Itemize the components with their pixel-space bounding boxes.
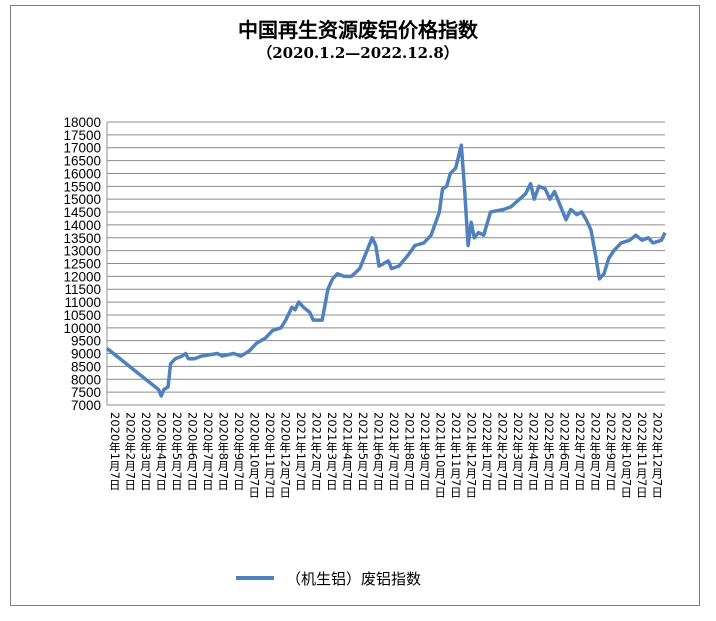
y-tick-label: 13000	[63, 244, 101, 259]
x-tick-label: 2022年7月7日	[572, 412, 587, 491]
x-tick-label: 2020年8月7日	[216, 412, 231, 491]
legend-line-swatch	[236, 576, 274, 580]
x-tick-label: 2022年1月7日	[479, 412, 494, 491]
x-tick-label: 2021年8月7日	[402, 412, 417, 491]
x-tick-label: 2021年5月7日	[355, 412, 370, 491]
x-tick-label: 2020年2月7日	[123, 412, 138, 491]
x-tick-label: 2020年11月7日	[262, 412, 277, 498]
y-tick-label: 9500	[71, 334, 101, 349]
y-tick-label: 14000	[63, 218, 101, 233]
x-tick-label: 2021年1月7日	[293, 412, 308, 491]
x-tick-label: 2021年6月7日	[371, 412, 386, 491]
x-tick-label: 2022年10月7日	[619, 412, 634, 498]
y-tick-label: 13500	[63, 231, 101, 246]
x-tick-label: 2021年10月7日	[433, 412, 448, 498]
chart-title: 中国再生资源废铝价格指数	[238, 18, 478, 42]
chart-subtitle: （2020.1.2—2022.12.8）	[257, 44, 459, 62]
x-tick-label: 2022年6月7日	[557, 412, 572, 491]
y-tick-label: 12000	[63, 269, 101, 284]
x-tick-label: 2020年12月7日	[278, 412, 293, 498]
x-tick-label: 2021年2月7日	[309, 412, 324, 491]
y-tick-label: 15500	[63, 179, 101, 194]
y-tick-label: 9000	[71, 347, 101, 362]
legend: （机生铝）废铝指数	[236, 566, 421, 590]
x-tick-label: 2021年7月7日	[386, 412, 401, 491]
y-tick-label: 17000	[63, 141, 101, 156]
x-tick-label: 2020年10月7日	[247, 412, 262, 498]
y-tick-label: 16500	[63, 154, 101, 169]
y-tick-label: 10000	[63, 321, 101, 336]
y-tick-label: 15000	[63, 192, 101, 207]
y-tick-label: 16000	[63, 166, 101, 181]
x-tick-label: 2020年7月7日	[200, 412, 215, 491]
x-tick-label: 2021年9月7日	[417, 412, 432, 491]
x-tick-label: 2020年3月7日	[138, 412, 153, 491]
x-tick-label: 2021年4月7日	[340, 412, 355, 491]
y-tick-label: 7000	[71, 398, 101, 413]
x-tick-label: 2021年3月7日	[324, 412, 339, 491]
x-tick-label: 2022年3月7日	[510, 412, 525, 491]
x-tick-label: 2020年9月7日	[231, 412, 246, 491]
y-tick-label: 7500	[71, 385, 101, 400]
legend-label: （机生铝）废铝指数	[286, 569, 422, 588]
x-tick-label: 2022年8月7日	[588, 412, 603, 491]
x-tick-label: 2020年1月7日	[107, 412, 122, 491]
x-tick-label: 2022年2月7日	[495, 412, 510, 491]
series-line	[105, 143, 667, 398]
y-tick-label: 11000	[64, 295, 101, 310]
y-tick-label: 8000	[71, 372, 101, 387]
y-tick-label: 14500	[63, 205, 101, 220]
x-tick-label: 2020年4月7日	[154, 412, 169, 491]
y-tick-label: 18000	[63, 115, 101, 130]
x-tick-label: 2021年12月7日	[464, 412, 479, 498]
y-tick-label: 11500	[64, 282, 101, 297]
x-tick-label: 2022年4月7日	[526, 412, 541, 491]
x-tick-label: 2020年5月7日	[169, 412, 184, 491]
chart-frame	[10, 5, 700, 606]
y-tick-label: 12500	[63, 257, 101, 272]
x-tick-label: 2022年9月7日	[603, 412, 618, 491]
y-tick-label: 10500	[63, 308, 101, 323]
x-tick-label: 2020年6月7日	[185, 412, 200, 491]
x-tick-label: 2022年11月7日	[634, 412, 649, 498]
x-tick-label: 2021年11月7日	[448, 412, 463, 498]
y-tick-label: 17500	[63, 128, 101, 143]
y-tick-label: 8500	[71, 359, 101, 374]
x-tick-label: 2022年12月7日	[650, 412, 665, 498]
x-tick-label: 2022年5月7日	[541, 412, 556, 491]
